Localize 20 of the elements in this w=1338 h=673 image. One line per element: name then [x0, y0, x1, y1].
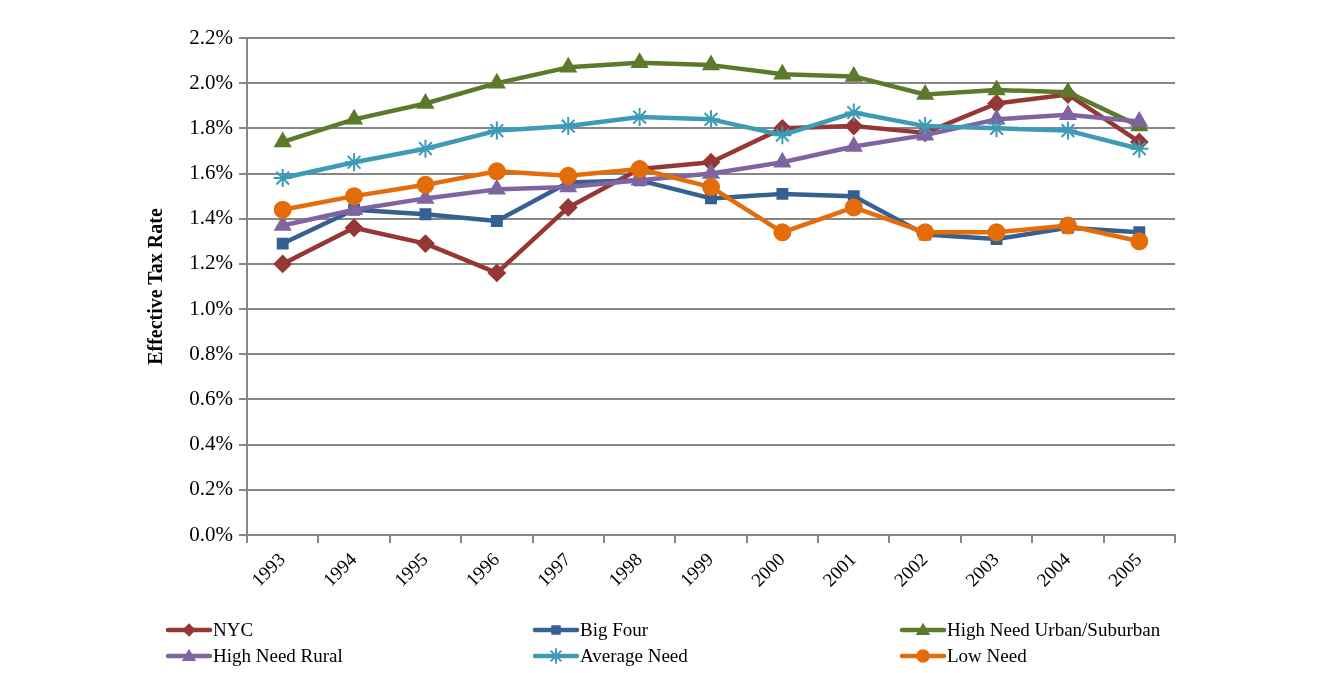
- legend-label: Average Need: [580, 644, 689, 666]
- y-tick-label: 1.2%: [189, 250, 233, 275]
- legend-label: Low Need: [947, 644, 1028, 666]
- y-axis-title: Effective Tax Rate: [144, 208, 167, 365]
- y-tick-label: 1.6%: [189, 160, 233, 185]
- y-tick-label: 0.4%: [189, 431, 233, 456]
- legend-label: High Need Rural: [213, 644, 343, 666]
- legend-label: NYC: [213, 618, 254, 640]
- y-tick-label: 2.0%: [189, 69, 233, 94]
- y-tick-label: 1.0%: [189, 295, 233, 320]
- y-tick-label: 1.8%: [189, 114, 233, 139]
- y-tick-label: 0.8%: [189, 340, 233, 365]
- y-tick-label: 0.2%: [189, 476, 233, 501]
- legend-label: High Need Urban/Suburban: [947, 618, 1161, 640]
- x-tick-label: 1999: [675, 548, 718, 591]
- y-tick-label: 1.4%: [189, 205, 233, 230]
- y-tick-label: 2.2%: [189, 24, 233, 49]
- y-tick-label: 0.6%: [189, 385, 233, 410]
- y-tick-label: 0.0%: [189, 521, 233, 546]
- legend-label: Big Four: [580, 618, 649, 640]
